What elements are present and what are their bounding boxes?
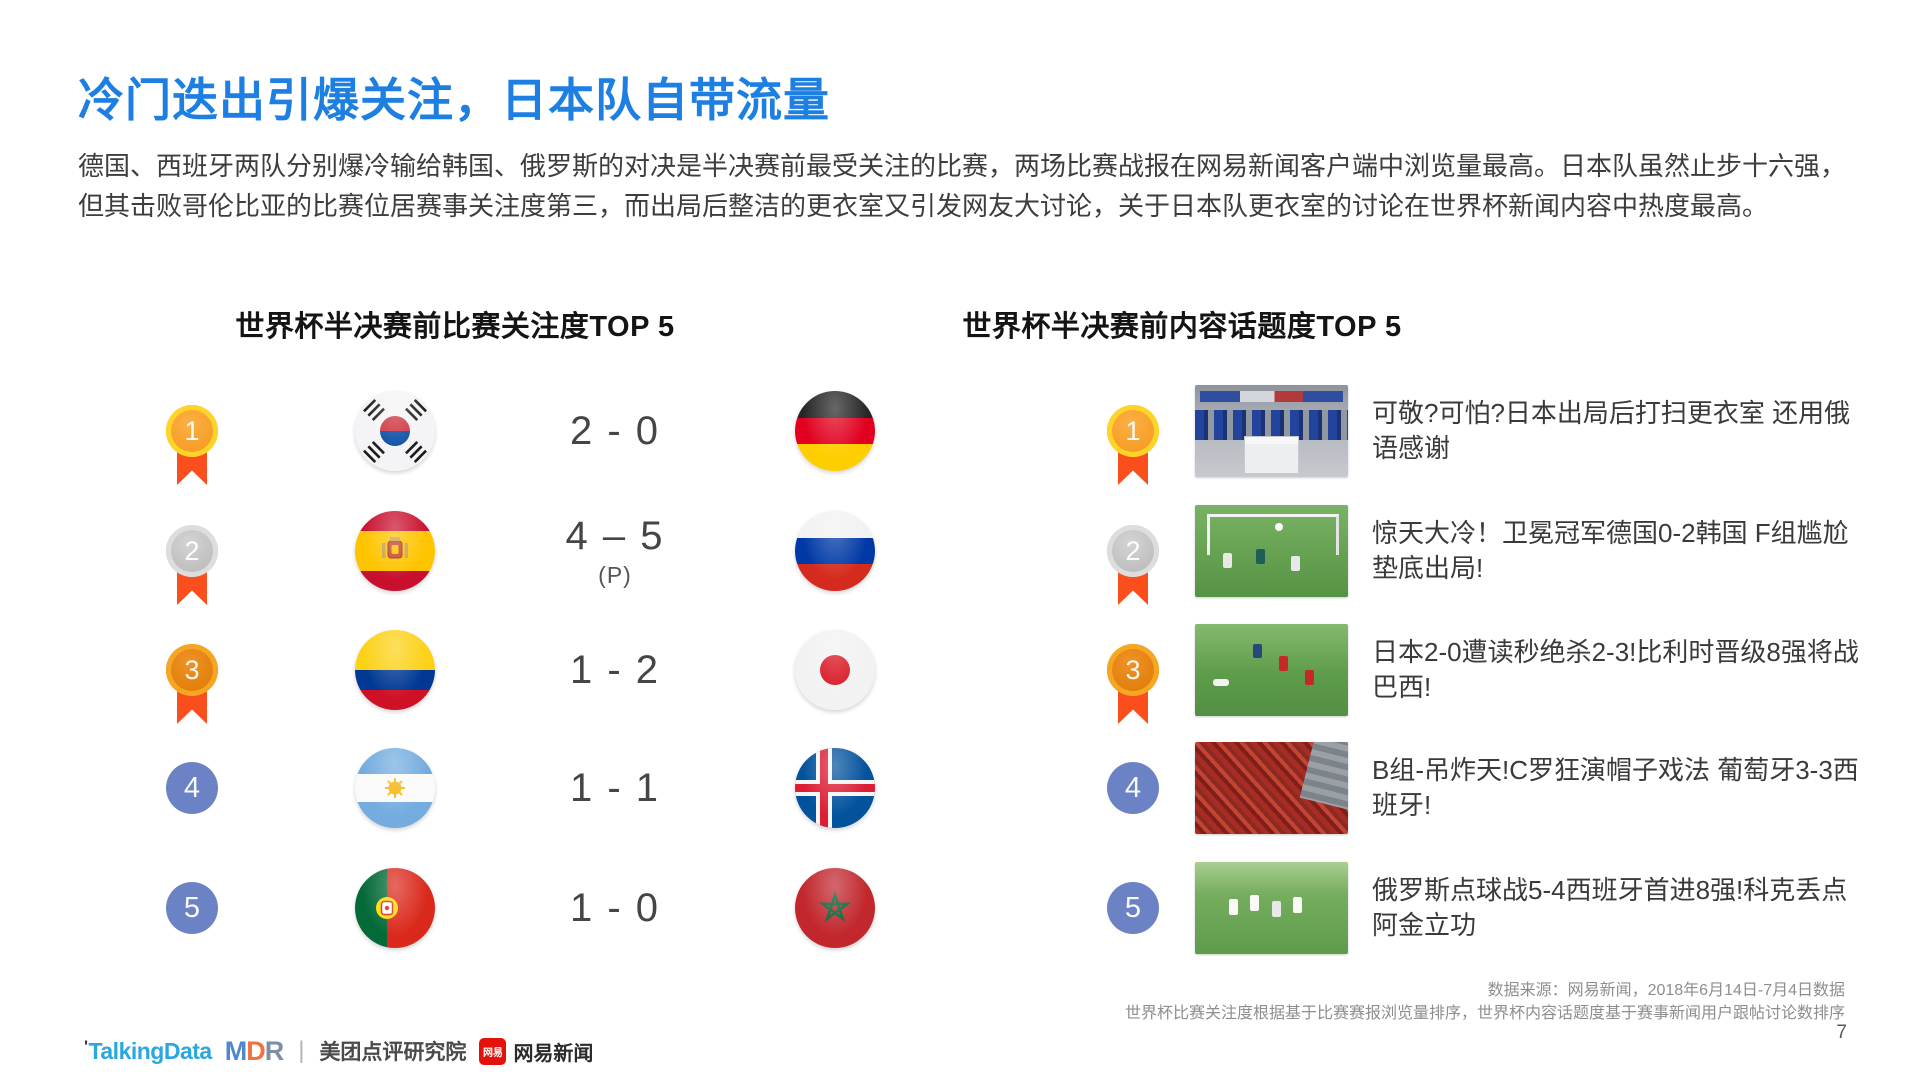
japan-belgium-match-photo: [1195, 624, 1348, 716]
news-title-box: 可敬?可怕?日本出局后打扫更衣室 还用俄语感谢: [1372, 376, 1862, 486]
bronze-medal-icon: 3: [166, 644, 218, 752]
rank-number: 3: [166, 644, 218, 696]
gold-medal-icon: 1: [1107, 405, 1159, 513]
match-score-box: 1 - 2: [530, 615, 700, 725]
iceland-flag-icon: [795, 748, 875, 828]
player-figure: [1253, 644, 1263, 659]
player-figure: [1271, 900, 1281, 917]
rank-number: 1: [166, 405, 218, 457]
rank-number: 1: [1107, 405, 1159, 457]
player-figure: [1279, 656, 1289, 672]
russia-celebration-photo: [1195, 862, 1348, 954]
match-score-box: 1 - 1: [530, 733, 700, 843]
news-title: 惊天大冷！卫冕冠军德国0-2韩国 F组尴尬垫底出局!: [1372, 518, 1849, 583]
football: [1274, 523, 1283, 532]
japan-flag-icon: [795, 630, 875, 710]
player-figure: [1305, 670, 1315, 685]
news-title: 俄罗斯点球战5-4西班牙首进8强!科克丢点阿金立功: [1372, 875, 1848, 940]
silver-medal-icon: 2: [1107, 525, 1159, 633]
germany-korea-goal-photo: [1195, 505, 1348, 597]
locker-seats: [1195, 409, 1348, 441]
source-line-2: 世界杯比赛关注度根据基于比赛赛报浏览量排序，世界杯内容话题度基于赛事新闻用户跟帖…: [1124, 1005, 1845, 1022]
match-row: 2 4 – 5 (P): [0, 496, 1921, 606]
news-title-box: 俄罗斯点球战5-4西班牙首进8强!科克丢点阿金立功: [1372, 853, 1862, 963]
mdr-logo: MDR: [224, 1035, 284, 1066]
match-score: 2 - 0: [569, 408, 661, 453]
match-score-box: 2 - 0: [530, 376, 700, 486]
player-figure: [1292, 896, 1302, 913]
topic-panel-title: 世界杯半决赛前内容话题度TOP 5: [962, 311, 1402, 343]
match-row: 1 2 - 0: [0, 376, 1921, 486]
goal-post: [1207, 514, 1339, 555]
news-title-box: B组-吊炸天!C罗狂演帽子戏法 葡萄牙3-3西班牙!: [1372, 733, 1862, 843]
south-korea-flag-icon: [355, 391, 435, 471]
match-score: 1 - 0: [569, 885, 661, 930]
talkingdata-tick-icon: ': [84, 1036, 88, 1056]
rank-circle-badge: 4: [1107, 762, 1159, 814]
player-figure: [1228, 898, 1238, 915]
rank-circle-badge: 4: [166, 762, 218, 814]
match-score: 1 - 2: [569, 647, 661, 692]
russia-flag-icon: [795, 511, 875, 591]
topic-row: 1 可敬?可怕?日本出局后打扫更衣室 还用俄语感谢: [0, 376, 1921, 486]
argentina-flag-icon: [355, 748, 435, 828]
match-score: 1 - 1: [569, 765, 661, 810]
rank-circle-badge: 5: [166, 882, 218, 934]
bronze-medal-icon: 3: [1107, 644, 1159, 752]
rank-circle-badge: 5: [1107, 882, 1159, 934]
match-row: 4 1 - 1: [0, 733, 1921, 843]
player-figure: [1291, 555, 1301, 571]
match-row: 5 1 - 0: [0, 853, 1921, 963]
spain-flag-icon: [355, 511, 435, 591]
locker-banner: [1199, 390, 1344, 403]
stadium-steps: [1300, 742, 1348, 810]
match-row: 3 1 - 2: [0, 615, 1921, 725]
netease-news-label: 网易新闻: [513, 1042, 594, 1065]
news-title: 日本2-0遭读秒绝杀2-3!比利时晋级8强将战巴西!: [1372, 637, 1859, 702]
logo-bar: 'TalkingData MDR | 美团点评研究院 网易 网易新闻: [84, 1036, 593, 1066]
page-number: 7: [1836, 1022, 1847, 1043]
player-figure: [1256, 549, 1266, 565]
player-figure: [1250, 895, 1260, 912]
logo-divider: |: [298, 1037, 305, 1064]
silver-medal-icon: 2: [166, 525, 218, 633]
japan-locker-room-photo: [1195, 385, 1348, 477]
meituan-research-label: 美团点评研究院: [319, 1041, 467, 1064]
player-figure: [1222, 552, 1232, 568]
news-title-box: 日本2-0遭读秒绝杀2-3!比利时晋级8强将战巴西!: [1372, 615, 1862, 725]
topic-row: 5 俄罗斯点球战5-4西班牙首进8强!科克丢点阿金立功: [0, 853, 1921, 963]
topic-row: 3 日本2-0遭读秒绝杀2-3!比利时晋级8强将战巴西!: [0, 615, 1921, 725]
news-title: B组-吊炸天!C罗狂演帽子戏法 葡萄牙3-3西班牙!: [1372, 755, 1859, 820]
news-title: 可敬?可怕?日本出局后打扫更衣室 还用俄语感谢: [1372, 398, 1851, 463]
locker-table: [1243, 435, 1300, 475]
colombia-flag-icon: [355, 630, 435, 710]
rank-number: 2: [166, 525, 218, 577]
page-title: 冷门迭出引爆关注，日本队自带流量: [78, 74, 830, 126]
topic-row: 4 B组-吊炸天!C罗狂演帽子戏法 葡萄牙3-3西班牙!: [0, 733, 1921, 843]
morocco-flag-icon: [795, 868, 875, 948]
player-lying: [1213, 679, 1230, 687]
match-score-box: 1 - 0: [530, 853, 700, 963]
netease-icon: 网易: [479, 1037, 507, 1065]
rank-number: 3: [1107, 644, 1159, 696]
intro-paragraph: 德国、西班牙两队分别爆冷输给韩国、俄罗斯的对决是半决赛前最受关注的比赛，两场比赛…: [78, 151, 1847, 221]
rank-number: 2: [1107, 525, 1159, 577]
news-title-box: 惊天大冷！卫冕冠军德国0-2韩国 F组尴尬垫底出局!: [1372, 496, 1862, 606]
topic-row: 2 惊天大冷！卫冕冠军德国0-2韩国 F组尴尬垫底出局!: [0, 496, 1921, 606]
match-score-box: 4 – 5 (P): [530, 496, 700, 606]
source-line-1: 数据来源：网易新闻，2018年6月14日-7月4日数据: [1487, 982, 1845, 999]
score-note: (P): [598, 561, 632, 588]
match-panel-title: 世界杯半决赛前比赛关注度TOP 5: [235, 311, 675, 343]
data-source-note: 数据来源：网易新闻，2018年6月14日-7月4日数据 世界杯比赛关注度根据基于…: [1125, 979, 1845, 1025]
talkingdata-logo: 'TalkingData: [84, 1036, 212, 1064]
match-score: 4 – 5: [565, 513, 665, 558]
portugal-fans-photo: [1195, 742, 1348, 834]
gold-medal-icon: 1: [166, 405, 218, 513]
